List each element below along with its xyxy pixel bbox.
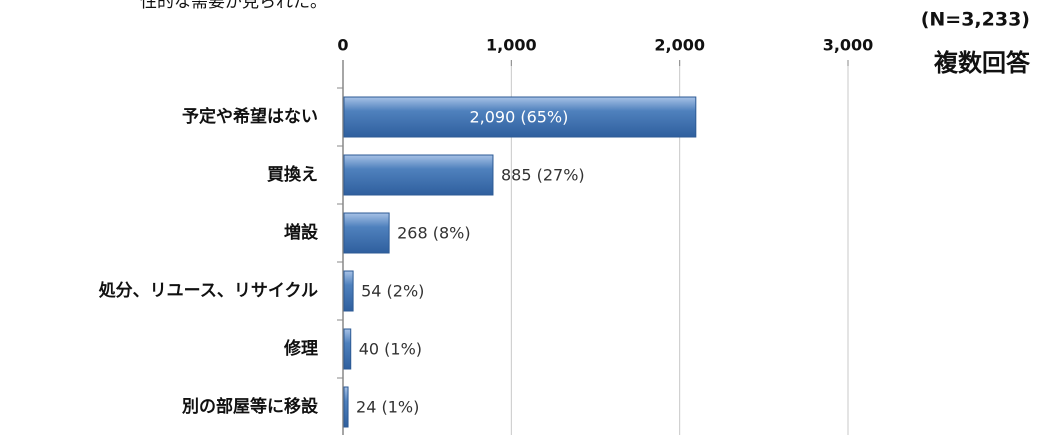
value-label: 40 (1%) [359, 340, 422, 359]
top-text: 性的な需要が見られた。 [140, 0, 327, 12]
x-tick-label: 0 [337, 36, 348, 55]
bar [343, 270, 354, 312]
bar [343, 96, 697, 138]
category-label: 別の部屋等に移設 [181, 396, 319, 417]
category-label: 予定や希望はない [182, 106, 318, 127]
category-label: 増設 [284, 222, 319, 243]
note: 複数回答 [934, 49, 1031, 77]
category-label: 買換え [267, 164, 318, 185]
value-label: 885 (27%) [501, 166, 585, 185]
value-label: 2,090 (65%) [469, 108, 568, 127]
bar [343, 154, 494, 196]
value-label: 54 (2%) [361, 282, 424, 301]
bar [343, 328, 352, 370]
category-label: 修理 [283, 338, 318, 359]
bar [343, 386, 349, 428]
x-tick-label: 1,000 [486, 36, 537, 55]
x-tick-label: 3,000 [823, 36, 874, 55]
bar [343, 212, 390, 254]
value-label: 268 (8%) [397, 224, 471, 243]
sample-size: (N=3,233) [921, 9, 1030, 31]
category-label: 処分、リユース、リサイクル [98, 281, 318, 301]
value-label: 24 (1%) [356, 398, 419, 417]
x-tick-label: 2,000 [654, 36, 705, 55]
